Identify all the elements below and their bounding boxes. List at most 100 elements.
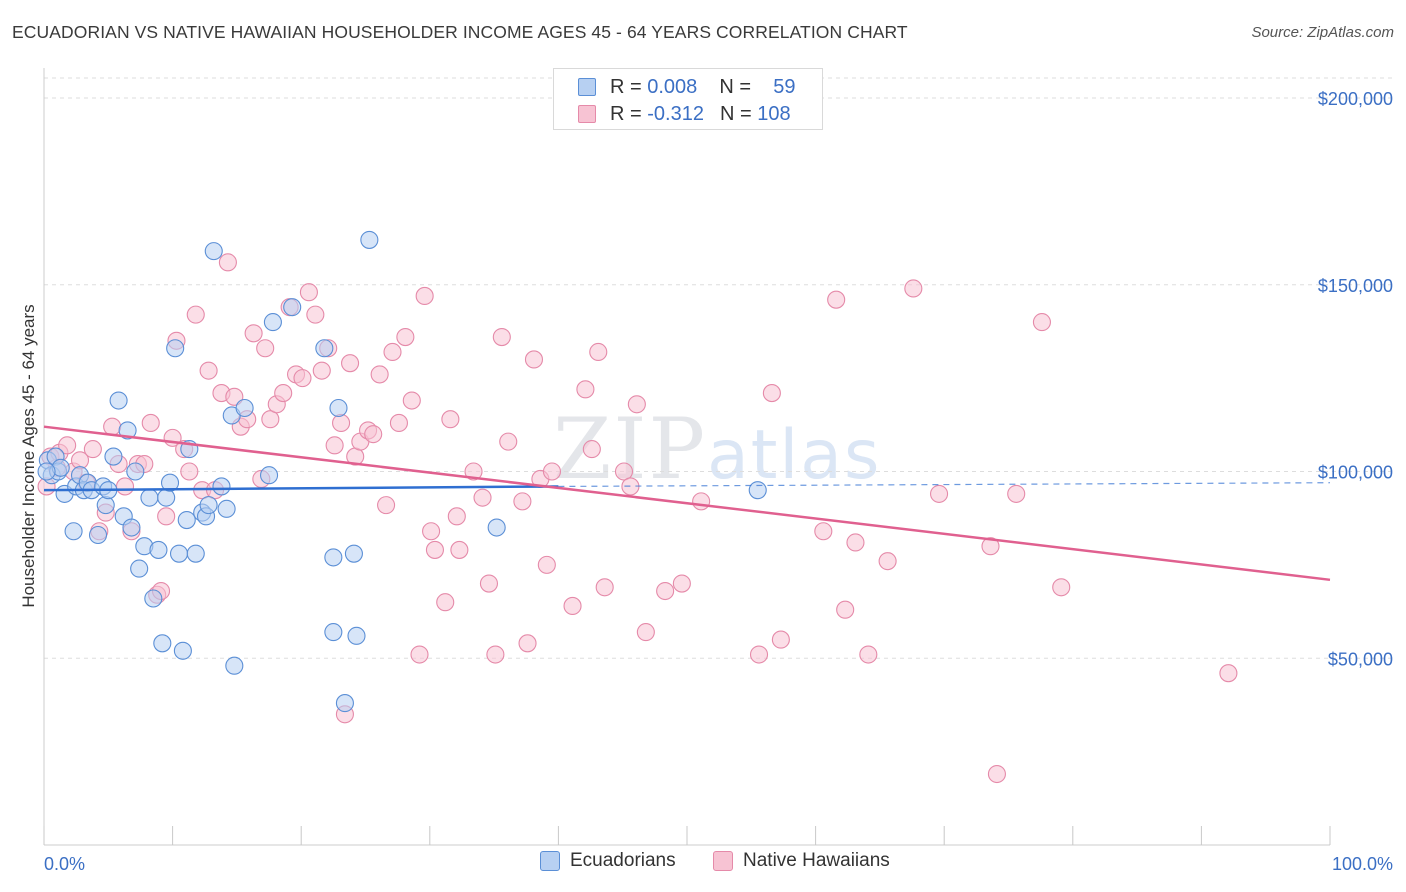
ecuadorians-point	[263, 313, 282, 332]
stats-legend-row-hawaiians: R = -0.312 N = 108	[578, 101, 791, 127]
hawaiians-point	[542, 462, 562, 481]
hawaiians-point	[563, 596, 582, 616]
legend-item-ecuadorians[interactable]: Ecuadorians	[540, 850, 676, 872]
ecuadorians-point	[186, 544, 205, 563]
hawaiians-point	[627, 395, 646, 414]
hawaiians-point	[537, 555, 556, 574]
ecuadorians-point	[88, 525, 108, 545]
hawaiians-point	[771, 630, 790, 649]
ecuadorians-point	[748, 481, 767, 500]
ecuadorians-point	[169, 544, 189, 563]
y-tick-label: $100,000	[1318, 463, 1393, 483]
hawaiians-point	[878, 552, 897, 571]
hawaiians-point	[58, 436, 77, 455]
hawaiians-point	[396, 327, 415, 347]
ecuadorians-point	[153, 634, 172, 653]
hawaiians-point	[83, 440, 102, 459]
chart-title: ECUADORIAN VS NATIVE HAWAIIAN HOUSEHOLDE…	[12, 22, 908, 42]
hawaiians-point	[436, 593, 455, 612]
hawaiians-point	[1007, 484, 1026, 503]
hawaiians-point	[595, 578, 614, 597]
hawaiians-point	[402, 391, 421, 410]
ecuadorians-point	[329, 398, 348, 418]
hawaiians-point	[464, 462, 483, 481]
ecuadorians-point	[122, 518, 141, 537]
hawaiians-point	[422, 522, 441, 541]
hawaiians-point	[115, 477, 135, 496]
hawaiians-point	[293, 369, 312, 388]
r-label: R =	[610, 102, 642, 125]
hawaiians-point	[524, 350, 544, 369]
ecuadorians-point	[149, 540, 168, 559]
hawaiians-point	[814, 522, 833, 541]
n-value: 59	[773, 75, 796, 98]
hawaiians-point	[518, 634, 537, 653]
x-tick-label: 100.0%	[1332, 854, 1393, 874]
hawaiians-point	[589, 342, 608, 362]
hawaiians-point	[672, 574, 691, 593]
n-label: N =	[719, 75, 751, 98]
r-label: R =	[610, 75, 642, 98]
hawaiians-point	[103, 417, 122, 436]
ecuadorians-point	[166, 339, 185, 358]
n-value: 108	[757, 102, 791, 125]
hawaiians-point	[846, 533, 865, 552]
ecuadorians-point	[259, 466, 279, 485]
hawaiians-point	[1219, 664, 1238, 683]
watermark-atlas: atlas	[707, 416, 882, 495]
ecuadorians-point	[64, 522, 83, 541]
y-tick-label: $200,000	[1318, 89, 1393, 109]
ecuadorians-point	[335, 694, 354, 713]
ecuadorians-point	[130, 559, 149, 578]
ecuadorians-point	[204, 242, 223, 261]
y-tick-label: $150,000	[1318, 276, 1393, 296]
y-axis-label: Householder Income Ages 45 - 64 years	[19, 304, 38, 607]
hawaiians-point	[987, 764, 1006, 784]
ecuadorians-point	[344, 544, 363, 563]
hawaiians-point	[306, 305, 325, 324]
hawaiians-point	[141, 413, 160, 432]
hawaiians-point	[218, 253, 237, 272]
ecuadorians-point	[324, 548, 343, 567]
hawaiians-point	[157, 507, 176, 526]
hawaiians-point	[1052, 578, 1071, 597]
hawaiians-point	[383, 342, 402, 362]
hawaiians-swatch	[578, 105, 596, 123]
ecuadorians-point	[347, 626, 366, 645]
ecuadorians-point	[37, 462, 56, 481]
ecuadorians-point	[109, 391, 128, 410]
ecuadorians-swatch	[578, 78, 596, 96]
hawaiians-point	[186, 305, 205, 324]
ecuadorians-point	[140, 488, 159, 507]
hawaiians-point	[261, 410, 280, 429]
hawaiians-point	[441, 410, 460, 429]
ecuadorians-point	[487, 518, 506, 537]
hawaiians-point	[332, 413, 351, 432]
hawaiians-point	[256, 339, 275, 358]
y-tick-label: $50,000	[1328, 649, 1393, 669]
ecuadorians-legend-swatch	[540, 851, 560, 871]
r-value: 0.008	[647, 75, 698, 98]
hawaiians-point	[836, 600, 855, 619]
hawaiians-point	[930, 484, 949, 503]
hawaiians-point	[415, 286, 434, 306]
hawaiians-point	[827, 290, 846, 309]
hawaiians-point	[692, 492, 711, 511]
hawaiians-point	[513, 492, 532, 511]
ecuadorians-point	[360, 230, 379, 249]
ecuadorians-point	[144, 589, 163, 608]
r-value: -0.312	[647, 102, 704, 125]
ecuadorians-point	[199, 496, 218, 515]
ecuadorians-point	[177, 511, 196, 530]
legend-item-hawaiians[interactable]: Native Hawaiians	[713, 850, 890, 872]
n-label: N =	[719, 102, 752, 125]
ecuadorians-point	[160, 473, 180, 492]
hawaiians-point	[859, 645, 878, 664]
hawaiians-point	[244, 324, 263, 343]
hawaiians-point	[274, 384, 293, 403]
ecuadorians-point	[212, 477, 231, 496]
hawaiians-point	[479, 574, 499, 593]
hawaiians-point	[370, 365, 389, 384]
hawaiians-point	[1032, 313, 1051, 332]
